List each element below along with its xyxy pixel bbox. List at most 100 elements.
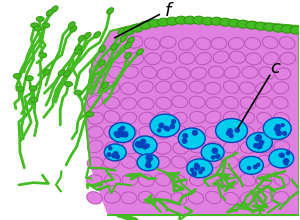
- Circle shape: [172, 120, 176, 123]
- Ellipse shape: [89, 66, 105, 79]
- Ellipse shape: [51, 6, 58, 12]
- Circle shape: [146, 161, 150, 164]
- Ellipse shape: [124, 52, 131, 59]
- Ellipse shape: [112, 51, 128, 63]
- Ellipse shape: [223, 97, 239, 109]
- Ellipse shape: [104, 111, 120, 123]
- Ellipse shape: [201, 143, 224, 161]
- Ellipse shape: [29, 86, 37, 91]
- Circle shape: [109, 147, 112, 150]
- Ellipse shape: [121, 192, 137, 204]
- Circle shape: [190, 168, 194, 171]
- Ellipse shape: [121, 98, 136, 110]
- Ellipse shape: [245, 37, 261, 50]
- Ellipse shape: [139, 126, 155, 138]
- Circle shape: [136, 142, 141, 147]
- Circle shape: [115, 132, 121, 138]
- Ellipse shape: [103, 156, 119, 168]
- Circle shape: [216, 154, 220, 158]
- Ellipse shape: [223, 192, 239, 205]
- Ellipse shape: [178, 128, 205, 149]
- Circle shape: [147, 164, 151, 168]
- Ellipse shape: [242, 66, 258, 78]
- Ellipse shape: [30, 97, 38, 103]
- Ellipse shape: [87, 95, 103, 108]
- Circle shape: [164, 126, 168, 130]
- Ellipse shape: [58, 70, 65, 76]
- Circle shape: [201, 167, 204, 171]
- Ellipse shape: [87, 140, 103, 153]
- Ellipse shape: [190, 126, 206, 138]
- Circle shape: [146, 144, 149, 148]
- Ellipse shape: [86, 112, 94, 117]
- Ellipse shape: [150, 114, 180, 137]
- Ellipse shape: [171, 156, 187, 168]
- Ellipse shape: [196, 52, 212, 65]
- Ellipse shape: [127, 36, 143, 48]
- Ellipse shape: [36, 16, 44, 22]
- Ellipse shape: [272, 24, 284, 32]
- Ellipse shape: [275, 68, 291, 80]
- Ellipse shape: [208, 66, 224, 78]
- Ellipse shape: [138, 141, 154, 153]
- Ellipse shape: [240, 174, 255, 186]
- Ellipse shape: [107, 8, 114, 14]
- Ellipse shape: [154, 127, 170, 139]
- Ellipse shape: [246, 53, 262, 65]
- Ellipse shape: [262, 37, 278, 49]
- Ellipse shape: [190, 111, 206, 123]
- Text: f: f: [165, 2, 171, 20]
- Ellipse shape: [122, 27, 134, 35]
- Circle shape: [255, 136, 260, 141]
- Ellipse shape: [222, 126, 238, 138]
- Circle shape: [182, 139, 187, 143]
- Circle shape: [137, 143, 142, 148]
- Ellipse shape: [84, 32, 91, 39]
- Ellipse shape: [224, 66, 240, 79]
- Circle shape: [121, 126, 124, 130]
- Ellipse shape: [109, 123, 135, 143]
- Ellipse shape: [39, 53, 47, 58]
- Circle shape: [194, 165, 200, 170]
- Circle shape: [274, 127, 278, 131]
- Ellipse shape: [175, 16, 187, 24]
- Circle shape: [227, 129, 232, 134]
- Ellipse shape: [34, 26, 42, 31]
- Circle shape: [107, 153, 111, 157]
- Ellipse shape: [149, 19, 161, 27]
- Ellipse shape: [111, 44, 118, 50]
- Ellipse shape: [206, 97, 222, 109]
- Ellipse shape: [74, 49, 82, 54]
- Ellipse shape: [137, 154, 159, 171]
- Ellipse shape: [31, 23, 39, 28]
- Ellipse shape: [240, 97, 256, 109]
- Ellipse shape: [211, 37, 227, 50]
- Circle shape: [159, 123, 164, 128]
- Ellipse shape: [206, 111, 221, 123]
- Ellipse shape: [144, 38, 160, 50]
- Circle shape: [113, 152, 118, 157]
- Circle shape: [212, 148, 218, 153]
- Ellipse shape: [259, 67, 274, 79]
- Ellipse shape: [98, 60, 105, 66]
- Ellipse shape: [155, 174, 170, 186]
- Ellipse shape: [121, 126, 137, 138]
- Ellipse shape: [125, 42, 132, 49]
- Ellipse shape: [264, 23, 276, 31]
- Ellipse shape: [219, 18, 231, 26]
- Circle shape: [112, 154, 116, 158]
- Ellipse shape: [239, 156, 263, 174]
- Ellipse shape: [256, 174, 272, 186]
- Ellipse shape: [87, 175, 103, 187]
- Ellipse shape: [240, 192, 256, 204]
- Ellipse shape: [64, 70, 70, 77]
- Ellipse shape: [46, 9, 53, 16]
- Circle shape: [254, 165, 257, 169]
- Ellipse shape: [128, 37, 134, 44]
- Ellipse shape: [13, 73, 21, 79]
- Ellipse shape: [223, 141, 239, 153]
- Ellipse shape: [104, 144, 126, 161]
- Ellipse shape: [128, 53, 143, 65]
- Circle shape: [248, 167, 251, 170]
- Ellipse shape: [257, 112, 272, 125]
